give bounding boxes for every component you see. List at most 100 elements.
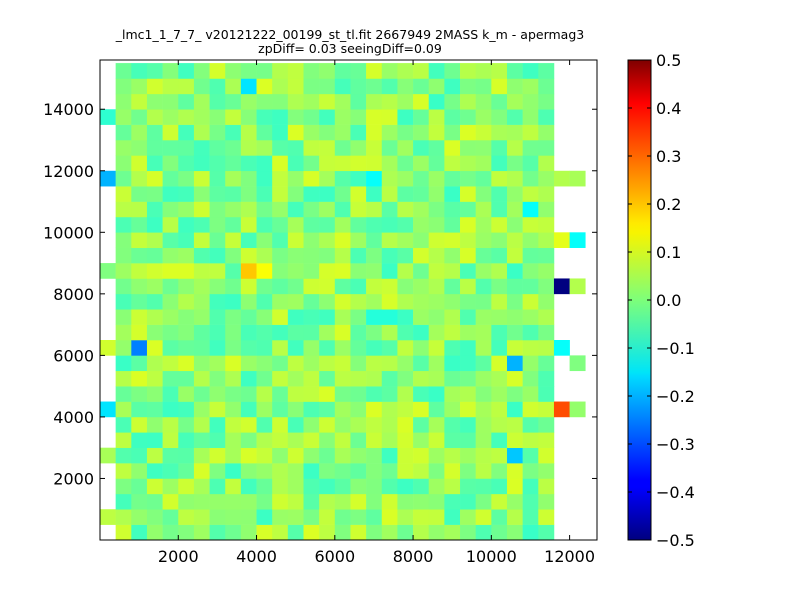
heatmap-cell <box>428 340 445 356</box>
heatmap-cell <box>522 232 539 248</box>
heatmap-cell <box>256 155 273 172</box>
heatmap-cell <box>413 463 430 479</box>
heatmap-cell <box>522 201 539 218</box>
heatmap-cell <box>131 432 148 448</box>
heatmap-cell <box>397 340 414 356</box>
heatmap-cell <box>272 432 289 448</box>
heatmap-cell <box>522 109 539 125</box>
heatmap-cell <box>444 432 461 448</box>
heatmap-cell <box>491 109 508 125</box>
heatmap-cell <box>272 186 289 202</box>
heatmap-cell <box>506 416 523 433</box>
heatmap-cell <box>209 124 226 141</box>
heatmap-cell <box>256 416 273 433</box>
heatmap-cell <box>225 340 242 356</box>
heatmap-cell <box>381 370 398 387</box>
heatmap-cell <box>413 432 430 448</box>
heatmap-cell <box>115 78 132 95</box>
heatmap-cell <box>538 309 555 325</box>
heatmap-cell <box>381 432 398 448</box>
heatmap-cell <box>381 232 398 248</box>
heatmap-cell <box>225 109 242 125</box>
heatmap-cell <box>178 309 195 325</box>
heatmap-cell <box>272 201 289 218</box>
heatmap-cell <box>460 355 476 372</box>
heatmap-cell <box>240 416 257 433</box>
heatmap-cell <box>475 109 492 125</box>
heatmap-cell <box>444 109 461 125</box>
heatmap-cell <box>538 278 555 295</box>
heatmap-cell <box>287 355 304 372</box>
heatmap-cell <box>162 293 179 310</box>
heatmap-cell <box>146 293 163 310</box>
heatmap-cell <box>272 247 289 264</box>
heatmap-cell <box>287 278 304 295</box>
heatmap-cell <box>381 247 398 264</box>
y-tick-label: 6000 <box>53 346 94 365</box>
heatmap-cell <box>413 140 430 156</box>
heatmap-cell <box>272 63 289 79</box>
heatmap-cell <box>115 216 132 233</box>
heatmap-cell <box>334 78 351 95</box>
heatmap-cell <box>193 170 210 187</box>
heatmap-cell <box>303 478 320 495</box>
heatmap-cell <box>428 524 445 541</box>
heatmap-cell <box>366 140 383 156</box>
heatmap-cell <box>240 201 257 218</box>
heatmap-cell <box>381 493 398 510</box>
heatmap-cell <box>131 201 148 218</box>
heatmap-cell <box>475 463 492 479</box>
heatmap-cell <box>162 524 179 541</box>
heatmap-cell <box>334 340 351 356</box>
heatmap-cell <box>350 263 367 279</box>
heatmap-cell <box>178 493 195 510</box>
heatmap-cell <box>287 432 304 448</box>
heatmap-cell <box>303 232 320 248</box>
heatmap-cell <box>397 509 414 525</box>
heatmap-cell <box>444 293 461 310</box>
heatmap-cell <box>381 324 398 341</box>
heatmap-cell <box>240 493 257 510</box>
heatmap-cell <box>460 401 476 418</box>
heatmap-cell <box>444 416 461 433</box>
heatmap-cell <box>413 416 430 433</box>
heatmap-cell <box>428 309 445 325</box>
heatmap-cell <box>366 432 383 448</box>
heatmap-cell <box>240 124 257 141</box>
heatmap-cell <box>131 324 148 341</box>
heatmap-cell <box>460 232 476 248</box>
heatmap-cell <box>334 201 351 218</box>
heatmap-cell <box>366 447 383 464</box>
heatmap-cell <box>397 386 414 402</box>
heatmap-cell <box>522 278 539 295</box>
heatmap-cell <box>350 140 367 156</box>
heatmap-cell <box>413 370 430 387</box>
heatmap-cell <box>115 370 132 387</box>
heatmap-cell <box>397 155 414 172</box>
heatmap-cell <box>538 416 555 433</box>
heatmap-cell <box>115 201 132 218</box>
heatmap-cell <box>131 232 148 248</box>
chart-subtitle: zpDiff= 0.03 seeingDiff=0.09 <box>258 41 442 56</box>
plot-frame <box>99 59 598 541</box>
heatmap-cell <box>115 263 132 279</box>
heatmap-cell <box>444 124 461 141</box>
heatmap-cell <box>115 386 132 402</box>
heatmap-cell <box>146 524 163 541</box>
heatmap-cell <box>272 463 289 479</box>
heatmap-cell <box>209 109 226 125</box>
heatmap-cell <box>115 93 132 110</box>
heatmap-cell <box>538 524 555 541</box>
heatmap-cell <box>162 386 179 402</box>
heatmap-cell <box>397 309 414 325</box>
heatmap-cell <box>178 216 195 233</box>
heatmap-cell <box>397 447 414 464</box>
heatmap-cell <box>491 524 508 541</box>
heatmap-cell <box>272 93 289 110</box>
heatmap-cell <box>460 478 476 495</box>
heatmap-cell <box>319 247 336 264</box>
heatmap-cell <box>538 355 555 372</box>
heatmap-cell <box>366 340 383 356</box>
heatmap-cell <box>240 370 257 387</box>
heatmap-cell <box>162 278 179 295</box>
